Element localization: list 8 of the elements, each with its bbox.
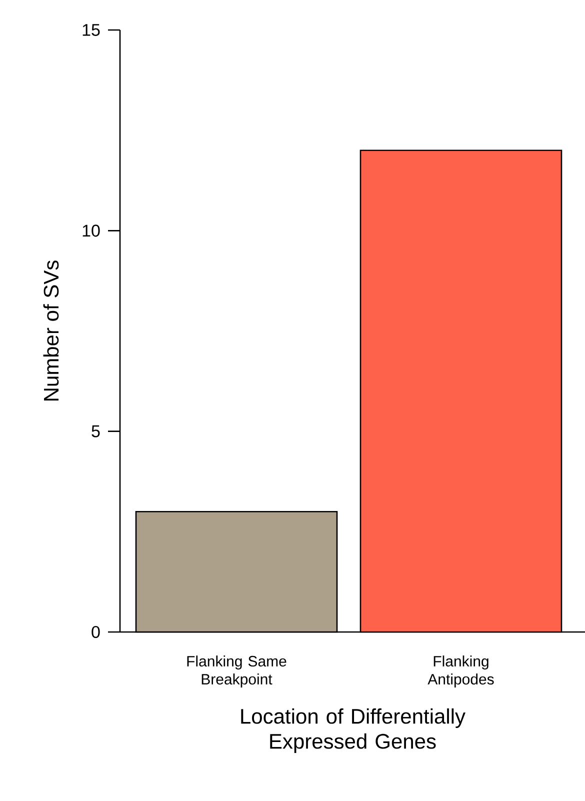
y-tick-label: 10 xyxy=(82,224,100,237)
x-tick-label: Flanking Antipodes xyxy=(428,656,494,688)
y-axis-title: Number of SVs xyxy=(43,260,59,400)
y-tick-label: 5 xyxy=(92,425,100,438)
y-tick-label: 0 xyxy=(92,626,100,638)
x-tick-label: Flanking Same Breakpoint xyxy=(187,656,286,688)
y-tick-label: 15 xyxy=(82,24,100,36)
x-axis-title: Location of Differentially Expressed Genes xyxy=(241,708,466,753)
